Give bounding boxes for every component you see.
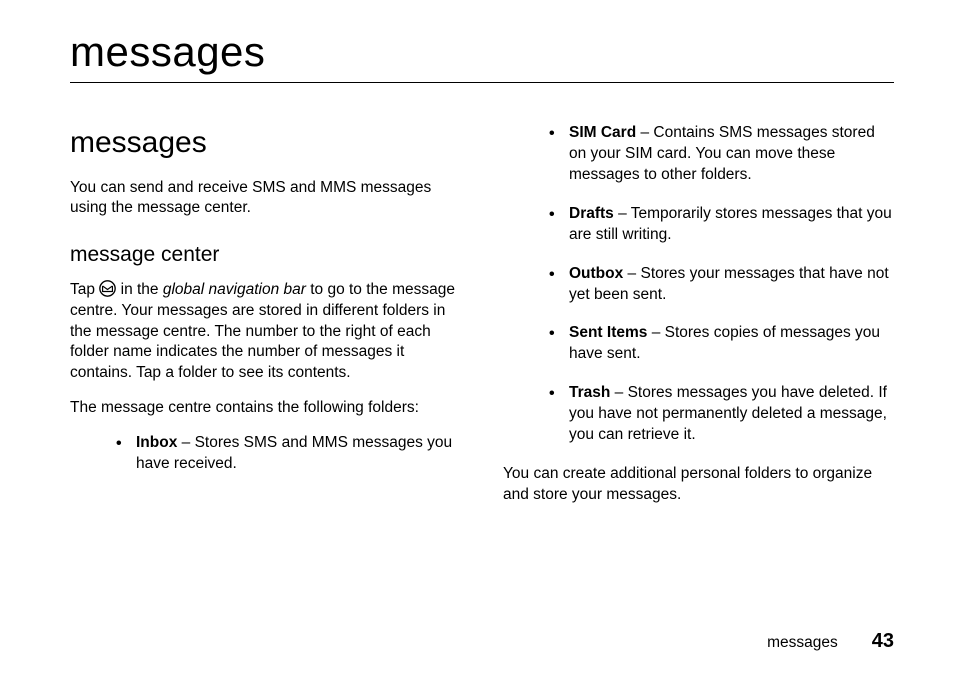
closing-paragraph: You can create additional personal folde…	[503, 464, 894, 506]
envelope-icon	[99, 280, 116, 297]
content-columns: messages You can send and receive SMS an…	[70, 123, 894, 520]
page-footer: messages 43	[767, 630, 894, 653]
item-label: SIM Card	[569, 124, 636, 141]
nav-bar-text: global navigation bar	[163, 281, 306, 298]
item-label: Outbox	[569, 265, 623, 282]
list-item: Outbox – Stores your messages that have …	[549, 264, 894, 306]
folder-list-left: Inbox – Stores SMS and MMS messages you …	[70, 433, 461, 475]
item-label: Inbox	[136, 434, 177, 451]
page-title: messages	[70, 28, 894, 76]
section-title: messages	[70, 123, 461, 164]
list-item: SIM Card – Contains SMS messages stored …	[549, 123, 894, 186]
item-label: Drafts	[569, 205, 614, 222]
right-column: SIM Card – Contains SMS messages stored …	[503, 123, 894, 520]
list-item: Sent Items – Stores copies of messages y…	[549, 323, 894, 365]
list-item: Trash – Stores messages you have deleted…	[549, 383, 894, 446]
item-label: Trash	[569, 384, 610, 401]
item-desc: – Temporarily stores messages that you a…	[569, 205, 892, 243]
item-desc: – Stores messages you have deleted. If y…	[569, 384, 887, 443]
footer-label: messages	[767, 634, 838, 652]
list-item: Inbox – Stores SMS and MMS messages you …	[116, 433, 461, 475]
title-rule	[70, 82, 894, 83]
intro-paragraph: You can send and receive SMS and MMS mes…	[70, 178, 461, 220]
item-desc: – Stores SMS and MMS messages you have r…	[136, 434, 452, 472]
item-label: Sent Items	[569, 324, 647, 341]
folder-list-right: SIM Card – Contains SMS messages stored …	[503, 123, 894, 446]
page-number: 43	[872, 630, 894, 653]
left-column: messages You can send and receive SMS an…	[70, 123, 461, 520]
list-item: Drafts – Temporarily stores messages tha…	[549, 204, 894, 246]
subheading-message-center: message center	[70, 241, 461, 269]
folders-intro: The message centre contains the followin…	[70, 398, 461, 419]
tap-pre-text: Tap	[70, 281, 99, 298]
tap-paragraph: Tap in the global navigation bar to go t…	[70, 280, 461, 385]
tap-in-the-text: in the	[116, 281, 163, 298]
